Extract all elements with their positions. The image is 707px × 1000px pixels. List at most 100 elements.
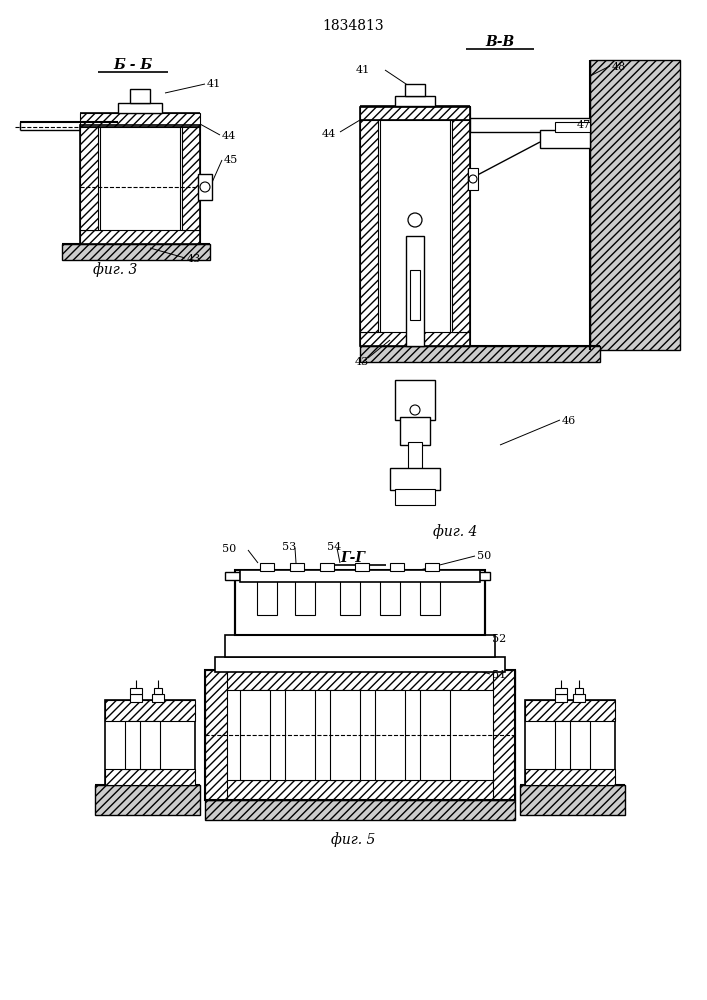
Bar (205, 670, 227, 800)
Bar (205, 670, 515, 800)
Bar (140, 721, 160, 769)
Bar (257, 580, 277, 615)
Bar (105, 700, 195, 721)
Bar (198, 174, 212, 200)
Text: 47: 47 (577, 120, 591, 130)
Text: Б - Б: Б - Б (113, 58, 153, 72)
Bar (105, 700, 195, 785)
Text: 46: 46 (562, 416, 576, 426)
Bar (118, 103, 162, 113)
Bar (62, 244, 210, 260)
Bar (295, 580, 315, 615)
Bar (205, 780, 515, 800)
Bar (570, 721, 590, 769)
Bar (360, 332, 470, 346)
Bar (130, 694, 142, 702)
Bar (182, 125, 200, 230)
Bar (390, 563, 404, 571)
Bar (405, 84, 425, 96)
Bar (555, 721, 575, 769)
Bar (320, 563, 334, 571)
Bar (525, 700, 615, 785)
Bar (240, 570, 480, 582)
Bar (408, 442, 422, 470)
Text: В-В: В-В (486, 35, 515, 49)
Bar (555, 688, 567, 694)
Bar (475, 572, 490, 580)
Bar (400, 417, 430, 445)
Text: 41: 41 (207, 79, 221, 89)
Bar (395, 489, 435, 505)
Bar (360, 346, 600, 362)
Text: фиг. 3: фиг. 3 (93, 263, 137, 277)
Text: 44: 44 (222, 131, 236, 141)
Bar (355, 563, 369, 571)
Bar (555, 694, 567, 702)
Bar (80, 125, 98, 230)
Bar (205, 800, 515, 820)
Bar (525, 700, 615, 721)
Bar (360, 107, 470, 346)
Bar (80, 113, 200, 127)
Text: 1834813: 1834813 (322, 19, 384, 33)
Bar (395, 96, 435, 106)
Text: 48: 48 (612, 62, 626, 72)
Bar (573, 694, 585, 702)
Bar (130, 688, 142, 694)
Text: 45: 45 (224, 155, 238, 165)
Bar (154, 688, 162, 694)
Circle shape (410, 405, 420, 415)
Bar (235, 570, 485, 635)
Bar (410, 270, 420, 320)
Bar (540, 130, 590, 148)
Bar (225, 635, 495, 657)
Text: 54: 54 (327, 542, 341, 552)
Bar (425, 563, 439, 571)
Text: 50: 50 (222, 544, 236, 554)
Bar (520, 785, 625, 815)
Bar (380, 580, 400, 615)
Bar (493, 670, 515, 800)
Bar (80, 230, 200, 244)
Bar (406, 236, 424, 346)
Text: 41: 41 (356, 65, 370, 75)
Bar (452, 107, 470, 332)
Text: 43: 43 (187, 254, 201, 264)
Text: 53: 53 (282, 542, 296, 552)
Text: фиг. 4: фиг. 4 (433, 525, 477, 539)
Bar (525, 769, 615, 785)
Circle shape (469, 175, 477, 183)
Bar (215, 657, 505, 672)
Text: фиг. 5: фиг. 5 (331, 833, 375, 847)
Text: 44: 44 (322, 129, 337, 139)
Bar (80, 125, 200, 244)
Bar (575, 688, 583, 694)
Bar (555, 122, 590, 132)
Bar (125, 721, 145, 769)
Bar (330, 690, 360, 780)
Circle shape (200, 182, 210, 192)
Bar (360, 106, 470, 120)
Bar (590, 60, 680, 350)
Bar (240, 690, 270, 780)
Bar (390, 468, 440, 490)
Text: 52: 52 (492, 634, 506, 644)
Bar (225, 572, 240, 580)
Bar (95, 785, 200, 815)
Bar (470, 118, 590, 132)
Bar (290, 563, 304, 571)
Bar (130, 89, 150, 103)
Text: Г-Г: Г-Г (341, 551, 366, 565)
Bar (285, 690, 315, 780)
Bar (205, 670, 515, 690)
Text: 50: 50 (477, 551, 491, 561)
Bar (105, 769, 195, 785)
Bar (420, 690, 450, 780)
Bar (340, 580, 360, 615)
Bar (152, 694, 164, 702)
Bar (375, 690, 405, 780)
Bar (260, 563, 274, 571)
Text: 43: 43 (355, 357, 369, 367)
Circle shape (408, 213, 422, 227)
Bar (395, 380, 435, 420)
